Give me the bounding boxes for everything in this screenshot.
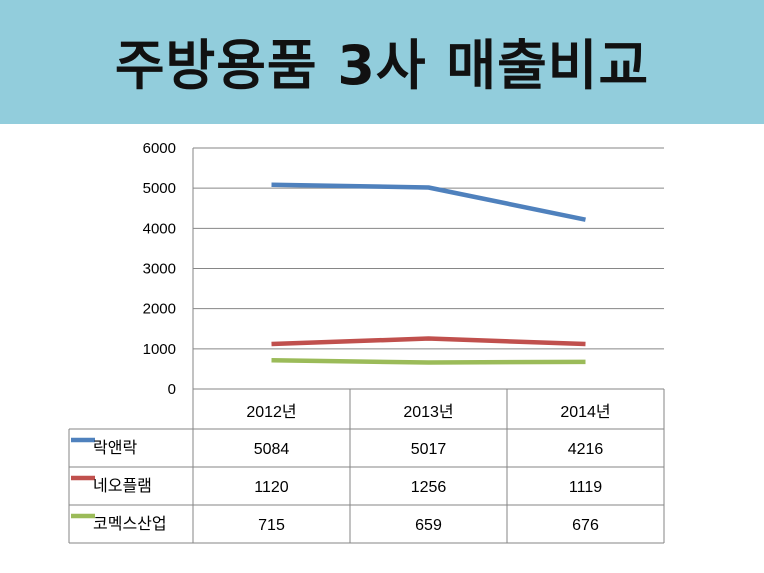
data-label-1-1: 1256 [411, 479, 447, 496]
series-name-2: 코멕스산업 [93, 514, 167, 533]
category-label-2: 2014년 [560, 403, 610, 421]
data-label-2-1: 659 [415, 517, 442, 534]
data-label-2-2: 676 [572, 517, 599, 534]
series-line-0 [271, 182, 586, 222]
y-tick-label-6000: 6000 [143, 140, 176, 157]
data-label-0-1: 5017 [411, 441, 447, 458]
title-banner: 주방용품 3사 매출비교 [0, 0, 764, 124]
category-label-0: 2012년 [246, 403, 296, 421]
data-label-2-0: 715 [258, 517, 285, 534]
y-tick-label-0: 0 [168, 381, 176, 398]
series-name-0: 락앤락 [93, 438, 137, 457]
series-line-1 [271, 336, 586, 347]
data-label-1-0: 1120 [254, 479, 289, 496]
y-tick-label-5000: 5000 [143, 180, 176, 197]
series-line-2 [271, 358, 586, 365]
y-tick-label-3000: 3000 [143, 261, 176, 278]
data-label-0-0: 5084 [254, 441, 290, 458]
y-tick-label-1000: 1000 [143, 341, 176, 358]
data-label-1-2: 1119 [569, 479, 602, 496]
data-label-0-2: 4216 [568, 441, 604, 458]
series-name-1: 네오플램 [93, 476, 152, 495]
y-tick-label-4000: 4000 [143, 220, 176, 237]
y-tick-label-2000: 2000 [143, 301, 176, 318]
page-title: 주방용품 3사 매출비교 [114, 33, 650, 97]
category-label-1: 2013년 [403, 403, 453, 421]
